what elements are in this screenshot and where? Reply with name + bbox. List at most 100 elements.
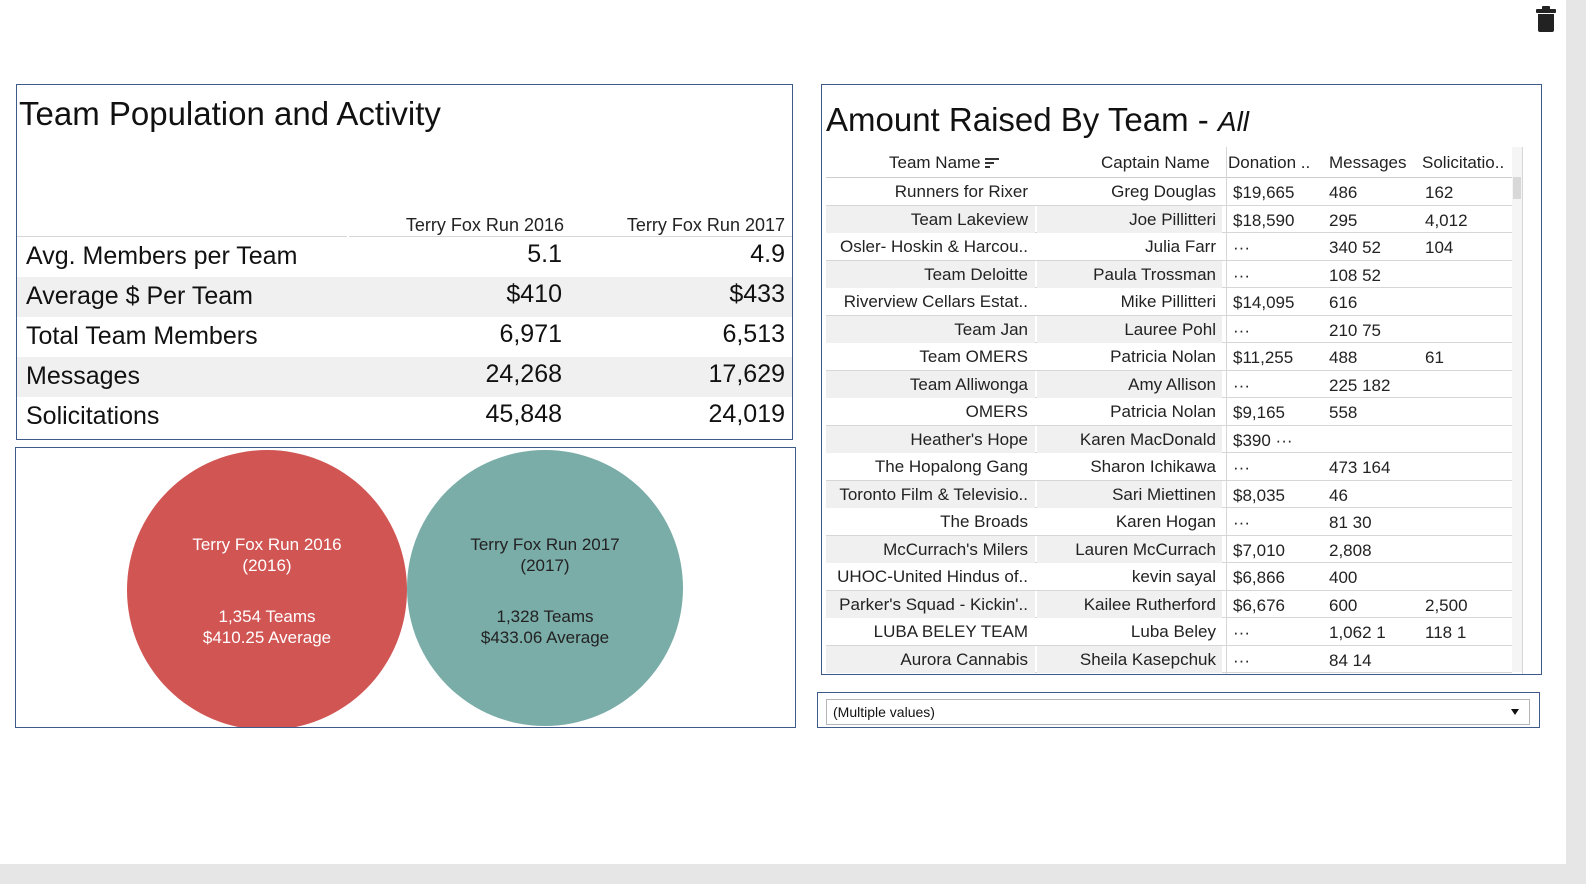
table-row[interactable]: OMERS Patricia Nolan $9,165 558 — [826, 398, 1512, 426]
column-header-captain-name[interactable]: Captain Name — [1101, 153, 1210, 172]
table-scrollbar[interactable] — [1512, 147, 1522, 672]
captain-name-cell: Karen MacDonald — [1037, 425, 1222, 453]
table-row[interactable]: McCurrach's Milers Lauren McCurrach $7,010… — [826, 535, 1512, 563]
captain-name-cell: Luba Beley — [1130, 622, 1216, 641]
sort-descending-icon[interactable] — [984, 157, 999, 169]
donation-cell: ··· — [1233, 238, 1250, 257]
table-row[interactable]: The Hopalong Gang Sharon Ichikawa ··· 473 1… — [826, 453, 1512, 481]
metric-value-2016: 5.1 — [527, 240, 562, 268]
metric-row: Total Team Members 6,971 6,513 — [17, 317, 792, 357]
donation-cell: $7,010 — [1233, 540, 1285, 560]
solicitations-cell: 4,012 — [1425, 210, 1468, 230]
metric-label: Average $ Per Team — [26, 282, 253, 310]
donation-cell: ··· — [1233, 265, 1250, 285]
donation-cell: $390 ··· — [1233, 430, 1293, 450]
metric-row: Avg. Members per Team 5.1 4.9 — [17, 237, 792, 277]
bubble-average: $433.06 Average — [480, 628, 610, 647]
donation-cell: ··· — [1233, 513, 1250, 532]
table-row[interactable]: Osler- Hoskin & Harcou.. Julia Farr ··· 340… — [826, 233, 1512, 261]
table-row[interactable]: Team Alliwonga Amy Allison ··· 225 182 — [826, 370, 1512, 398]
table-row[interactable]: LUBA BELEY TEAM Luba Beley ··· 1,062 1 118 1 — [826, 618, 1512, 646]
messages-cell: 2,808 — [1329, 540, 1372, 560]
metric-value-2017: $433 — [729, 280, 785, 308]
captain-name-cell: Patricia Nolan — [1110, 402, 1216, 421]
captain-name-cell: Kailee Rutherford — [1037, 590, 1222, 618]
messages-cell: 600 — [1329, 595, 1358, 615]
team-name-cell: The Broads — [940, 512, 1028, 531]
captain-name-cell: Paula Trossman — [1037, 260, 1222, 288]
metric-value-2017: 17,629 — [708, 360, 785, 388]
team-name-cell: Team OMERS — [919, 347, 1028, 366]
column-header-2017: Terry Fox Run 2017 — [626, 215, 785, 235]
filter-panel: (Multiple values) — [817, 692, 1540, 728]
messages-cell: 616 — [1329, 293, 1358, 312]
captain-name-cell: Sharon Ichikawa — [1090, 457, 1216, 476]
filter-value: (Multiple values) — [833, 704, 935, 720]
table-row[interactable]: Team Jan Lauree Pohl ··· 210 75 — [826, 315, 1512, 343]
table-row[interactable]: Team OMERS Patricia Nolan $11,255 488 61 — [826, 343, 1512, 371]
bubble-year: (2016) — [242, 556, 292, 575]
team-name-cell: Riverview Cellars Estat.. — [843, 292, 1028, 311]
bubble-average: $410.25 Average — [202, 628, 332, 647]
bubble-chart-panel: Terry Fox Run 2016 (2016) 1,354 Teams $4… — [15, 447, 796, 728]
messages-cell: 486 — [1329, 183, 1358, 202]
scrollbar-thumb[interactable] — [1513, 177, 1521, 199]
donation-cell: $6,676 — [1233, 595, 1285, 615]
trash-icon[interactable] — [1536, 6, 1556, 32]
solicitations-cell: 61 — [1425, 348, 1444, 367]
messages-cell: 400 — [1329, 568, 1358, 587]
captain-name-cell: Sheila Kasepchuk — [1037, 645, 1222, 673]
metric-value-2017: 4.9 — [750, 240, 785, 268]
solicitations-cell: 2,500 — [1425, 595, 1468, 615]
metric-value-2016: 45,848 — [485, 400, 562, 428]
column-header-solicitations[interactable]: Solicitatio.. — [1422, 153, 1505, 172]
messages-cell: 473 164 — [1329, 458, 1391, 477]
table-row[interactable]: Runners for Rixer Greg Douglas $19,665 486 1… — [826, 178, 1512, 206]
donation-cell: $11,255 — [1233, 348, 1294, 367]
messages-cell: 1,062 1 — [1329, 623, 1386, 642]
column-header-team-name[interactable]: Team Name — [889, 153, 999, 173]
metric-value-2017: 24,019 — [708, 400, 785, 428]
captain-name-cell: Mike Pillitteri — [1120, 292, 1216, 311]
donation-cell: $6,866 — [1233, 568, 1285, 587]
table-row[interactable]: Riverview Cellars Estat.. Mike Pillitteri… — [826, 288, 1512, 316]
team-name-cell: UHOC-United Hindus of.. — [837, 567, 1028, 586]
team-name-cell: Team Lakeview — [826, 205, 1035, 233]
team-name-cell: Team Deloitte — [826, 260, 1035, 288]
table-row[interactable]: Aurora Cannabis Sheila Kasepchuk ··· 84 14 — [826, 645, 1512, 673]
table-row[interactable]: Parker's Squad - Kickin'.. Kailee Rutherf… — [826, 590, 1512, 618]
metric-label: Solicitations — [26, 402, 160, 430]
captain-name-cell: Amy Allison — [1037, 370, 1222, 398]
panel-title: Amount Raised By Team - All — [826, 101, 1250, 138]
bubble-event-name: Terry Fox Run 2016 — [192, 535, 342, 554]
chevron-down-icon[interactable] — [1511, 709, 1519, 715]
messages-cell: 340 52 — [1329, 238, 1381, 257]
amount-raised-panel: Amount Raised By Team - All Team Name Ca… — [821, 84, 1542, 675]
table-row[interactable]: UHOC-United Hindus of.. kevin sayal $6,866… — [826, 563, 1512, 591]
metric-label: Total Team Members — [26, 322, 258, 350]
metric-label: Avg. Members per Team — [26, 242, 298, 270]
donation-cell: $18,590 — [1233, 210, 1295, 230]
captain-name-cell: Patricia Nolan — [1110, 347, 1216, 366]
donation-cell: ··· — [1233, 650, 1250, 670]
donation-cell: ··· — [1233, 375, 1250, 395]
captain-name-cell: Sari Miettinen — [1037, 480, 1222, 508]
bubble-2016[interactable]: Terry Fox Run 2016 (2016) 1,354 Teams $4… — [127, 450, 407, 727]
bubble-2017[interactable]: Terry Fox Run 2017 (2017) 1,328 Teams $4… — [407, 450, 683, 726]
bubble-event-name: Terry Fox Run 2017 — [470, 535, 620, 554]
table-row[interactable]: The Broads Karen Hogan ··· 81 30 — [826, 508, 1512, 536]
column-header-messages[interactable]: Messages — [1329, 153, 1407, 172]
table-row[interactable]: Team Lakeview Joe Pillitteri $18,590 295 4,0… — [826, 205, 1512, 233]
table-row[interactable]: Team Deloitte Paula Trossman ··· 108 52 — [826, 260, 1512, 288]
team-name-cell: Aurora Cannabis — [826, 645, 1035, 673]
captain-name-cell: Greg Douglas — [1111, 182, 1216, 201]
messages-cell: 225 182 — [1329, 375, 1391, 395]
column-header-donation[interactable]: Donation .. — [1228, 153, 1311, 172]
table-row[interactable]: Toronto Film & Televisio.. Sari Miettinen… — [826, 480, 1512, 508]
captain-name-cell: Julia Farr — [1145, 237, 1216, 256]
captain-name-cell: Joe Pillitteri — [1037, 205, 1222, 233]
table-row[interactable]: Heather's Hope Karen MacDonald $390 ··· — [826, 425, 1512, 453]
metric-label: Messages — [26, 362, 140, 390]
filter-dropdown[interactable]: (Multiple values) — [826, 699, 1530, 725]
bubble-team-count: 1,354 Teams — [218, 607, 316, 626]
